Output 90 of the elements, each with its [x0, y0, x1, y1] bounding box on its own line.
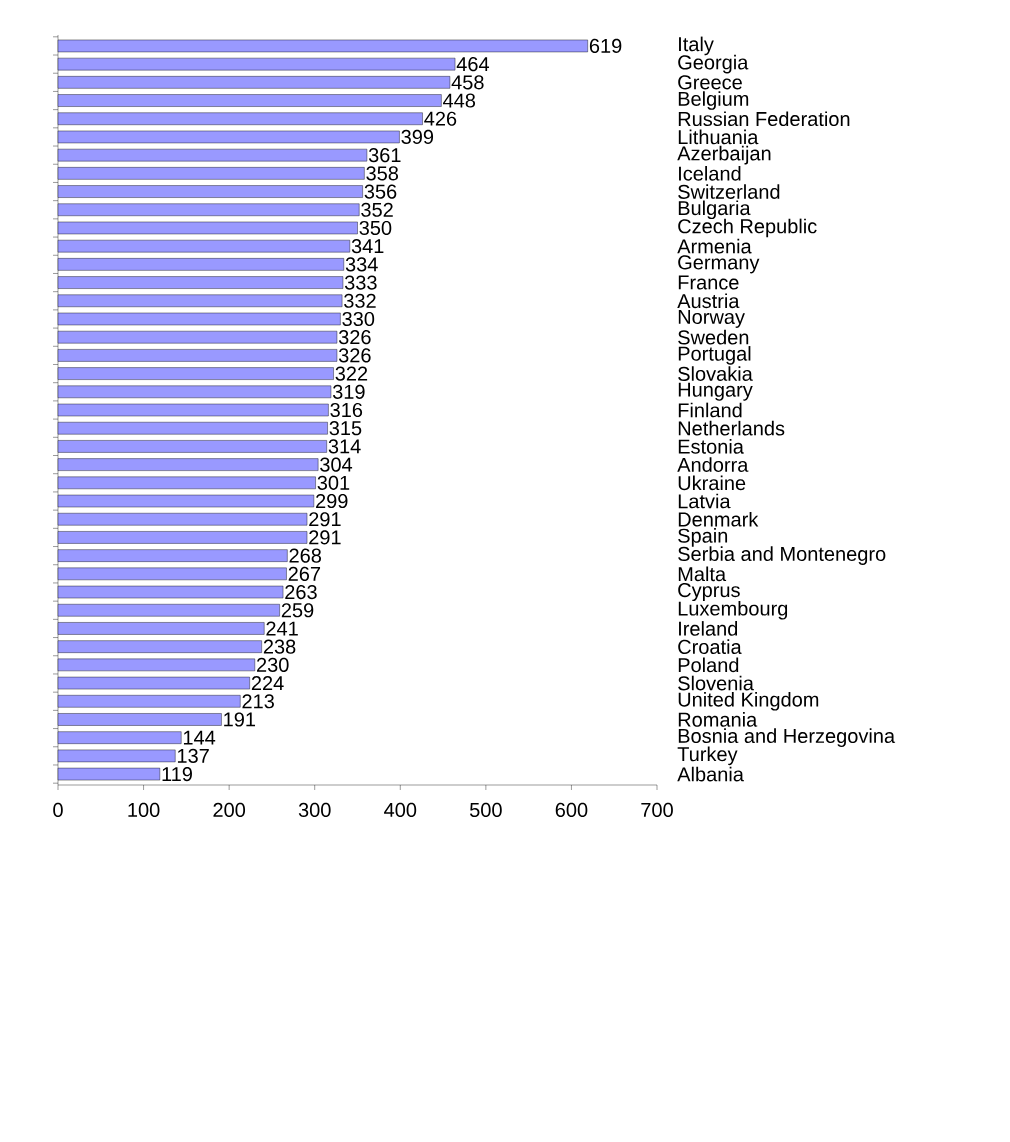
y-tick-label: France — [678, 275, 739, 290]
y-tick-label: Slovakia — [678, 366, 753, 381]
data-label: 334 — [345, 257, 378, 272]
data-label: 301 — [317, 475, 350, 490]
data-label: 119 — [162, 767, 192, 782]
y-tick-label: Croatia — [678, 639, 742, 655]
data-label: 268 — [289, 548, 322, 563]
y-tick-label: Italy — [679, 36, 714, 56]
y-tick-label: Greece — [678, 75, 742, 90]
y-tick-label: Czech Republic — [678, 218, 817, 238]
data-label: 259 — [281, 603, 314, 618]
data-label: 326 — [338, 348, 371, 363]
data-label: 263 — [285, 584, 317, 600]
y-tick-label: Belgium — [678, 91, 749, 110]
data-label: 238 — [263, 639, 296, 654]
y-tick-label: Ukraine — [678, 475, 746, 491]
data-label: 314 — [328, 439, 361, 454]
data-label: 326 — [338, 330, 371, 345]
data-label: 448 — [443, 93, 476, 108]
y-tick-label: Hungary — [678, 382, 753, 401]
y-tick-label: Bulgaria — [678, 200, 751, 220]
y-tick-label: Netherlands — [678, 420, 785, 436]
y-tick-label: Switzerland — [678, 184, 780, 199]
y-tick-label: Armenia — [677, 238, 752, 254]
y-tick-label: Finland — [678, 402, 742, 418]
y-tick-label: Albania — [677, 766, 744, 782]
data-label: 224 — [251, 676, 284, 691]
data-label: 352 — [361, 202, 393, 217]
y-tick-label: Sweden — [678, 329, 749, 345]
data-label: 330 — [342, 311, 375, 327]
data-label: 332 — [344, 293, 376, 308]
y-tick-label: Slovenia — [678, 675, 754, 691]
data-label: 191 — [224, 712, 256, 727]
x-tick-label: 300 — [298, 802, 331, 818]
data-label: 356 — [364, 184, 397, 199]
data-label: 361 — [368, 148, 401, 163]
data-label: 619 — [589, 38, 622, 54]
data-label: 333 — [344, 275, 377, 290]
data-label: 350 — [359, 220, 392, 236]
data-label: 458 — [451, 75, 484, 90]
y-tick-label: Romania — [678, 712, 758, 727]
y-tick-label: Turkey — [677, 746, 738, 766]
y-tick-label: Azerbaijan — [677, 145, 771, 165]
x-tick-label: 200 — [213, 802, 246, 818]
data-label: 230 — [257, 657, 289, 672]
x-tick-label: 500 — [469, 802, 502, 818]
data-label: 299 — [316, 493, 348, 509]
x-tick-label: 700 — [641, 802, 673, 818]
y-tick-label: Russian Federation — [678, 111, 850, 127]
y-tick-label: Austria — [677, 293, 740, 309]
y-tick-label: Serbia and Montenegro — [678, 546, 886, 565]
data-label: 341 — [351, 239, 384, 254]
data-label: 399 — [401, 129, 434, 145]
data-label: 464 — [456, 57, 490, 72]
y-tick-label: Georgia — [678, 54, 749, 74]
data-label: 291 — [309, 530, 341, 545]
y-tick-label: Estonia — [678, 439, 744, 454]
x-tick-label: 0 — [53, 802, 63, 818]
y-tick-label: Luxembourg — [678, 600, 788, 620]
y-tick-label: Malta — [678, 566, 727, 582]
x-tick-label: 400 — [384, 802, 417, 818]
data-label: 322 — [335, 366, 368, 381]
y-tick-label: Spain — [678, 528, 728, 547]
y-tick-label: Bosnia and Herzegovina — [678, 728, 896, 747]
y-tick-label: Portugal — [678, 346, 751, 365]
data-label: 319 — [332, 384, 365, 399]
data-label: 213 — [242, 694, 274, 709]
data-label: 316 — [330, 402, 363, 418]
y-tick-label: Ireland — [679, 621, 738, 636]
y-tick-label: Denmark — [678, 511, 759, 527]
y-tick-label: Andorra — [677, 457, 749, 472]
data-label: 137 — [177, 748, 209, 763]
y-tick-label: Cyprus — [678, 582, 740, 602]
data-label: 304 — [320, 457, 353, 472]
data-label: 241 — [266, 621, 298, 636]
y-tick-label: Latvia — [678, 493, 731, 509]
y-tick-label: United Kingdom — [678, 691, 819, 711]
data-label: 358 — [366, 166, 399, 181]
data-label: 426 — [424, 111, 457, 126]
x-tick-label: 100 — [128, 802, 160, 818]
y-tick-label: Iceland — [679, 166, 741, 181]
y-tick-label: Norway — [678, 310, 745, 328]
y-tick-label: Poland — [678, 657, 739, 673]
data-label: 267 — [288, 566, 321, 581]
data-label: 315 — [329, 421, 362, 436]
y-tick-label: Germany — [678, 255, 760, 274]
x-tick-label: 600 — [555, 802, 588, 818]
y-tick-label: Lithuania — [678, 129, 759, 145]
data-label: 291 — [309, 512, 341, 527]
data-label: 144 — [183, 730, 216, 745]
